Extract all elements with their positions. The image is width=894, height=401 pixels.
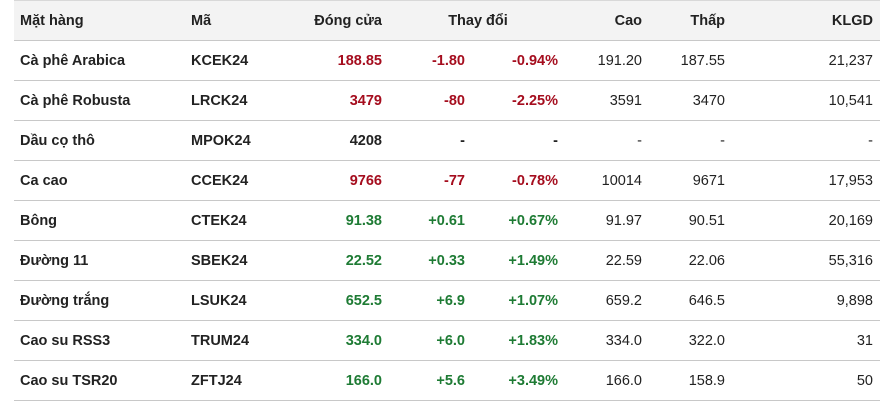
table-cell: 50 — [733, 360, 880, 401]
table-cell: 334.0 — [566, 320, 650, 361]
table-row: Bông CTEK24 91.38 +0.61 +0.67% 91.97 90.51 20,1… — [14, 200, 880, 241]
table-cell: - — [473, 120, 566, 161]
table-cell: 9,898 — [733, 280, 880, 321]
table-cell: ZFTJ24 — [185, 360, 300, 401]
table-cell: Cao su TSR20 — [14, 360, 185, 401]
table-cell: 334.0 — [300, 320, 390, 361]
column-header: Thay đổi — [390, 0, 566, 41]
table-cell: Bông — [14, 200, 185, 241]
table-cell: 166.0 — [300, 360, 390, 401]
table-row: Đường trắng LSUK24 652.5 +6.9 +1.07% 659.2 646… — [14, 280, 880, 321]
table-row: Ca cao CCEK24 9766 -77 -0.78% 10014 9671 17,953 — [14, 160, 880, 201]
table-cell: -77 — [390, 160, 473, 201]
table-cell: 322.0 — [650, 320, 733, 361]
header-row: Mặt hàng Mã Đóng cửa Thay đổi Cao Thấp KLGD — [14, 0, 880, 41]
table-cell: 91.97 — [566, 200, 650, 241]
table-cell: 187.55 — [650, 40, 733, 81]
table-cell: LRCK24 — [185, 80, 300, 121]
table-cell: 22.06 — [650, 240, 733, 281]
column-header: Cao — [566, 0, 650, 41]
table-cell: +1.83% — [473, 320, 566, 361]
table-row: Cao su RSS3 TRUM24 334.0 +6.0 +1.83% 334.0 322… — [14, 320, 880, 361]
table-cell: 3479 — [300, 80, 390, 121]
table-cell: 188.85 — [300, 40, 390, 81]
commodity-table: Mặt hàng Mã Đóng cửa Thay đổi Cao Thấp KLGD Cà… — [14, 0, 880, 401]
table-row: Đường 11 SBEK24 22.52 +0.33 +1.49% 22.59 22.06… — [14, 240, 880, 281]
table-cell: 166.0 — [566, 360, 650, 401]
table-body: Cà phê Arabica KCEK24 188.85 -1.80 -0.94% 191… — [14, 40, 880, 401]
table-cell: Đường trắng — [14, 280, 185, 321]
table-row: Cà phê Robusta LRCK24 3479 -80 -2.25% 3591 347… — [14, 80, 880, 121]
table-cell: 191.20 — [566, 40, 650, 81]
table-cell: Cà phê Arabica — [14, 40, 185, 81]
table-row: Dầu cọ thô MPOK24 4208- - - - - — [14, 120, 880, 161]
table-cell: 9671 — [650, 160, 733, 201]
table-cell: 90.51 — [650, 200, 733, 241]
table-cell: MPOK24 — [185, 120, 300, 161]
table-cell: 10,541 — [733, 80, 880, 121]
table-cell: 4208 — [300, 120, 390, 161]
column-header: Mặt hàng — [14, 0, 185, 41]
table-cell: +0.33 — [390, 240, 473, 281]
table-cell: 10014 — [566, 160, 650, 201]
table-cell: 3470 — [650, 80, 733, 121]
column-header: Đóng cửa — [300, 0, 390, 41]
table-cell: -0.94% — [473, 40, 566, 81]
table-cell: +6.9 — [390, 280, 473, 321]
table-cell: +5.6 — [390, 360, 473, 401]
table-cell: - — [566, 120, 650, 161]
table-cell: KCEK24 — [185, 40, 300, 81]
table-cell: 22.59 — [566, 240, 650, 281]
table-cell: 21,237 — [733, 40, 880, 81]
table-cell: +3.49% — [473, 360, 566, 401]
column-header: Mã — [185, 0, 300, 41]
table-header: Mặt hàng Mã Đóng cửa Thay đổi Cao Thấp KLGD — [14, 0, 880, 41]
table-cell: 646.5 — [650, 280, 733, 321]
table-cell: Dầu cọ thô — [14, 120, 185, 161]
table-cell: +1.07% — [473, 280, 566, 321]
table-cell: +0.61 — [390, 200, 473, 241]
table-cell: SBEK24 — [185, 240, 300, 281]
table-cell: 31 — [733, 320, 880, 361]
table-cell: 91.38 — [300, 200, 390, 241]
table-cell: CTEK24 — [185, 200, 300, 241]
table-cell: -0.78% — [473, 160, 566, 201]
table-cell: -1.80 — [390, 40, 473, 81]
table-cell: - — [390, 120, 473, 161]
table-row: Cao su TSR20 ZFTJ24 166.0 +5.6 +3.49% 166.0 15… — [14, 360, 880, 401]
table-cell: 158.9 — [650, 360, 733, 401]
table-cell: 55,316 — [733, 240, 880, 281]
table-cell: +6.0 — [390, 320, 473, 361]
column-header: KLGD — [733, 0, 880, 41]
table-cell: 659.2 — [566, 280, 650, 321]
table-cell: Cà phê Robusta — [14, 80, 185, 121]
table-cell: +0.67% — [473, 200, 566, 241]
table-cell: 20,169 — [733, 200, 880, 241]
table-cell: -80 — [390, 80, 473, 121]
table-cell: 22.52 — [300, 240, 390, 281]
table-cell: 17,953 — [733, 160, 880, 201]
table-cell: 652.5 — [300, 280, 390, 321]
table-cell: CCEK24 — [185, 160, 300, 201]
table-cell: Cao su RSS3 — [14, 320, 185, 361]
column-header: Thấp — [650, 0, 733, 41]
table-cell: 9766 — [300, 160, 390, 201]
table-cell: - — [733, 120, 880, 161]
table-cell: Đường 11 — [14, 240, 185, 281]
table-cell: Ca cao — [14, 160, 185, 201]
table-cell: - — [650, 120, 733, 161]
table-cell: LSUK24 — [185, 280, 300, 321]
table-cell: TRUM24 — [185, 320, 300, 361]
table-row: Cà phê Arabica KCEK24 188.85 -1.80 -0.94% 191… — [14, 40, 880, 81]
table-cell: +1.49% — [473, 240, 566, 281]
table-cell: -2.25% — [473, 80, 566, 121]
table-cell: 3591 — [566, 80, 650, 121]
